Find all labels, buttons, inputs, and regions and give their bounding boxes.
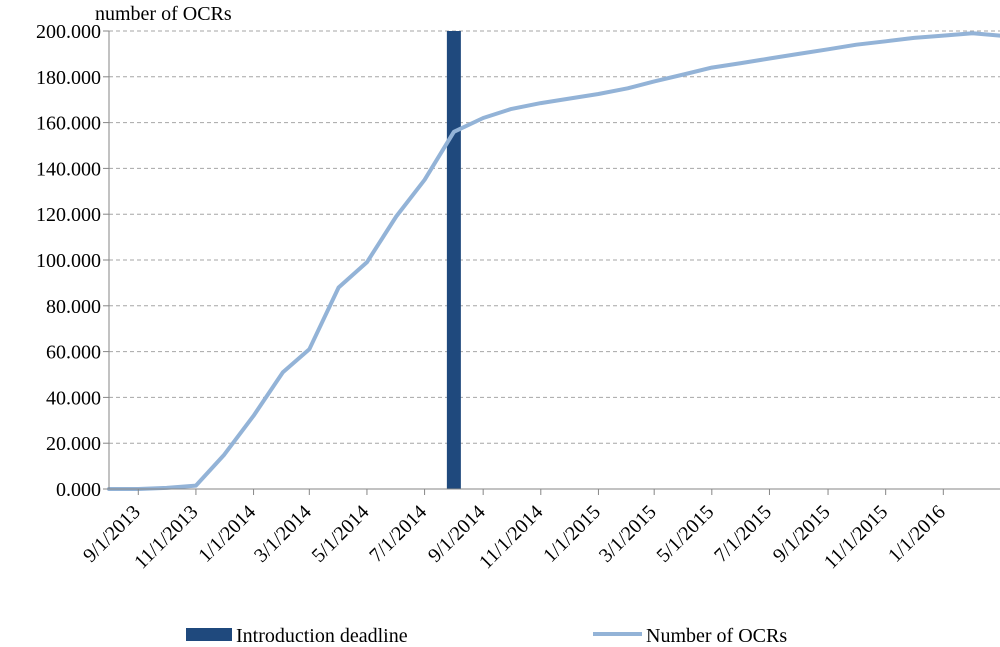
y-tick-label: 100.000 [36,250,101,272]
legend-swatch-introduction-deadline [186,628,232,641]
y-tick-label: 120.000 [36,204,101,226]
gridlines [109,30,1000,444]
deadline-marker-group [446,31,461,489]
y-tick-label: 160.000 [36,113,101,135]
x-tick-label: 1/1/2016 [884,501,950,567]
x-tick-labels: 9/1/201311/1/20131/1/20143/1/20145/1/201… [79,501,950,573]
y-tick-label: 40.000 [46,387,101,409]
series-group [107,31,1000,491]
x-tick-label: 1/1/2014 [194,501,260,567]
y-axis-label: number of OCRs [95,3,232,25]
y-tick-label: 60.000 [46,342,101,364]
x-tick-label: 11/1/2015 [820,501,892,573]
series-line-number-of-ocrs [107,31,1000,491]
legend-label-number-of-ocrs: Number of OCRs [646,625,787,647]
y-tick-labels: 0.000 20.000 40.000 60.000 80.000 100.000 120.… [36,21,101,501]
legend: Introduction deadline Number of OCRs [186,625,787,647]
legend-label-introduction-deadline: Introduction deadline [236,625,408,647]
introduction-deadline-bar [446,31,461,489]
y-tick-label: 140.000 [36,158,101,180]
y-tick-label: 180.000 [36,67,101,89]
axes [103,30,1000,495]
y-tick-label: 20.000 [46,433,101,455]
x-tick-label: 1/1/2015 [539,501,605,567]
x-tick-label: 3/1/2014 [250,501,316,567]
y-tick-label: 200.000 [36,21,101,43]
x-tick-label: 7/1/2015 [710,501,776,567]
y-tick-label: 80.000 [46,296,101,318]
x-tick-label: 11/1/2013 [130,501,202,573]
x-tick-label: 3/1/2015 [595,501,661,567]
x-tick-label: 7/1/2014 [365,501,431,567]
x-tick-label: 5/1/2014 [308,501,374,567]
y-tick-label: 0.000 [56,479,101,501]
x-tick-label: 11/1/2014 [475,501,547,573]
x-tick-label: 5/1/2015 [653,501,719,567]
